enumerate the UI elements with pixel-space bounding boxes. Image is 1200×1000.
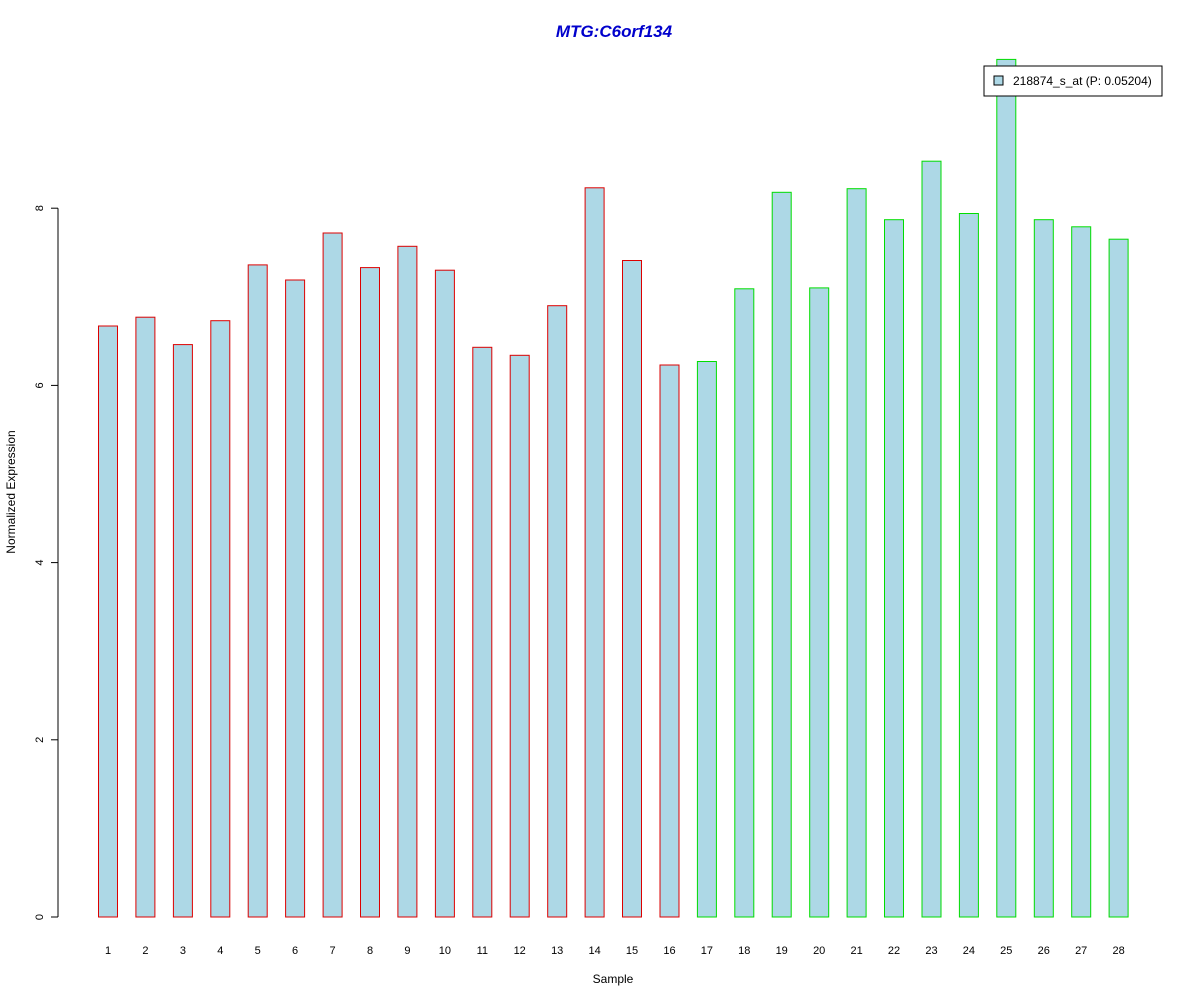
bar-17 — [696, 361, 717, 918]
y-tick-label: 6 — [34, 382, 46, 388]
bar-27 — [1071, 226, 1092, 918]
x-tick-label: 1 — [105, 945, 111, 957]
legend-box — [983, 65, 1163, 97]
x-tick-label: 27 — [1075, 945, 1087, 957]
legend-swatch — [993, 75, 1004, 86]
x-tick-label: 28 — [1112, 945, 1124, 957]
bar-26 — [1033, 219, 1054, 918]
legend: 218874_s_at (P: 0.05204) — [983, 65, 1163, 97]
bar-12 — [509, 354, 530, 918]
y-tick-label: 8 — [34, 205, 46, 211]
bar-24 — [958, 213, 979, 918]
x-tick-label: 12 — [514, 945, 526, 957]
legend-label: 218874_s_at (P: 0.05204) — [1013, 74, 1152, 88]
bar-23 — [921, 160, 942, 918]
x-tick-label: 11 — [477, 945, 488, 957]
x-tick-label: 19 — [776, 945, 788, 957]
bar-2 — [135, 316, 156, 918]
y-axis-label: Normalized Expression — [4, 430, 18, 553]
bar-15 — [622, 260, 642, 918]
y-tick-label: 4 — [34, 560, 46, 566]
x-tick-label: 23 — [925, 945, 937, 957]
x-tick-label: 20 — [813, 945, 825, 957]
bar-21 — [846, 188, 867, 918]
x-tick-labels: 1 2 3 4 5 6 7 8 9 10 11 12 13 14 15 16 17 18 19 20 21 22 23 24 2… — [105, 945, 1125, 957]
bar-4 — [210, 320, 231, 918]
bar-11 — [472, 346, 493, 918]
x-tick-label: 10 — [439, 945, 451, 957]
bar-1 — [98, 325, 118, 918]
x-axis-label: Sample — [593, 972, 634, 986]
bar-3 — [172, 344, 193, 918]
x-tick-label: 26 — [1038, 945, 1050, 957]
y-tick-label: 2 — [34, 737, 46, 743]
bar-20 — [809, 287, 830, 918]
y-axis: 0 2 4 6 8 — [34, 205, 59, 920]
x-tick-label: 15 — [626, 945, 638, 957]
bars-group — [98, 58, 1129, 918]
bar-28 — [1108, 238, 1129, 918]
x-tick-label: 7 — [330, 945, 336, 957]
bar-5 — [247, 264, 268, 918]
x-tick-label: 2 — [142, 945, 148, 957]
chart-title: MTG:C6orf134 — [556, 22, 673, 41]
x-tick-label: 17 — [701, 945, 713, 957]
x-tick-label: 24 — [963, 945, 975, 957]
x-tick-label: 4 — [217, 945, 223, 957]
bar-16 — [659, 364, 680, 918]
x-tick-label: 8 — [367, 945, 373, 957]
x-tick-label: 14 — [588, 945, 600, 957]
bar-10 — [434, 269, 455, 918]
y-tick-label: 0 — [34, 914, 46, 920]
bar-7 — [322, 232, 343, 918]
x-tick-label: 22 — [888, 945, 900, 957]
x-tick-label: 13 — [551, 945, 563, 957]
bar-18 — [734, 288, 755, 918]
bar-19 — [771, 191, 792, 918]
x-tick-label: 18 — [738, 945, 750, 957]
bar-6 — [285, 279, 306, 918]
bar-13 — [547, 305, 568, 918]
x-tick-label: 25 — [1000, 945, 1012, 957]
x-tick-label: 9 — [404, 945, 410, 957]
x-tick-label: 21 — [850, 945, 862, 957]
x-tick-label: 16 — [663, 945, 675, 957]
bar-25 — [996, 58, 1017, 918]
bar-8 — [360, 267, 380, 918]
x-tick-label: 3 — [180, 945, 186, 957]
x-tick-label: 5 — [255, 945, 261, 957]
bar-22 — [884, 219, 904, 918]
x-tick-label: 6 — [292, 945, 298, 957]
bar-9 — [397, 245, 418, 918]
bar-14 — [584, 187, 605, 918]
